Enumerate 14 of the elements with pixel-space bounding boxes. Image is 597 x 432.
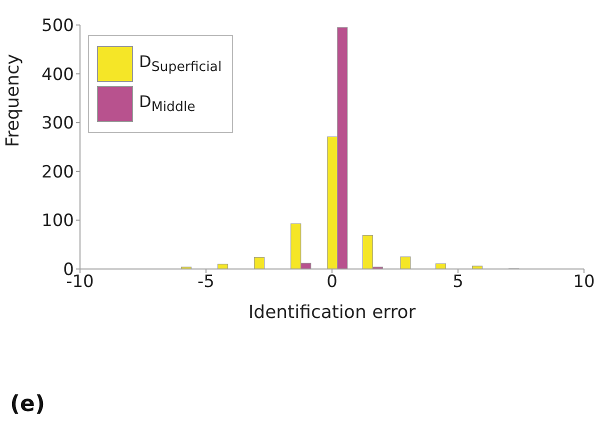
y-tick-label: 100: [42, 211, 74, 232]
x-tick-label: 0: [326, 272, 338, 292]
x-axis-title: Identification error: [248, 302, 416, 323]
legend-label: D$_{Middle}$: [139, 92, 196, 116]
x-tick-label: 5: [452, 272, 464, 292]
y-tick-label: 400: [42, 64, 74, 85]
x-tick-label: 10: [573, 272, 595, 292]
y-tick-label: 200: [42, 162, 74, 182]
y-axis-title: Frequency: [2, 54, 24, 147]
text: (e): [10, 392, 46, 417]
legend-label: D$_{Superficial}$: [139, 52, 222, 76]
y-tick-label: 500: [42, 16, 74, 36]
x-tick-label: -5: [198, 272, 214, 292]
y-tick-label: 300: [42, 114, 74, 134]
